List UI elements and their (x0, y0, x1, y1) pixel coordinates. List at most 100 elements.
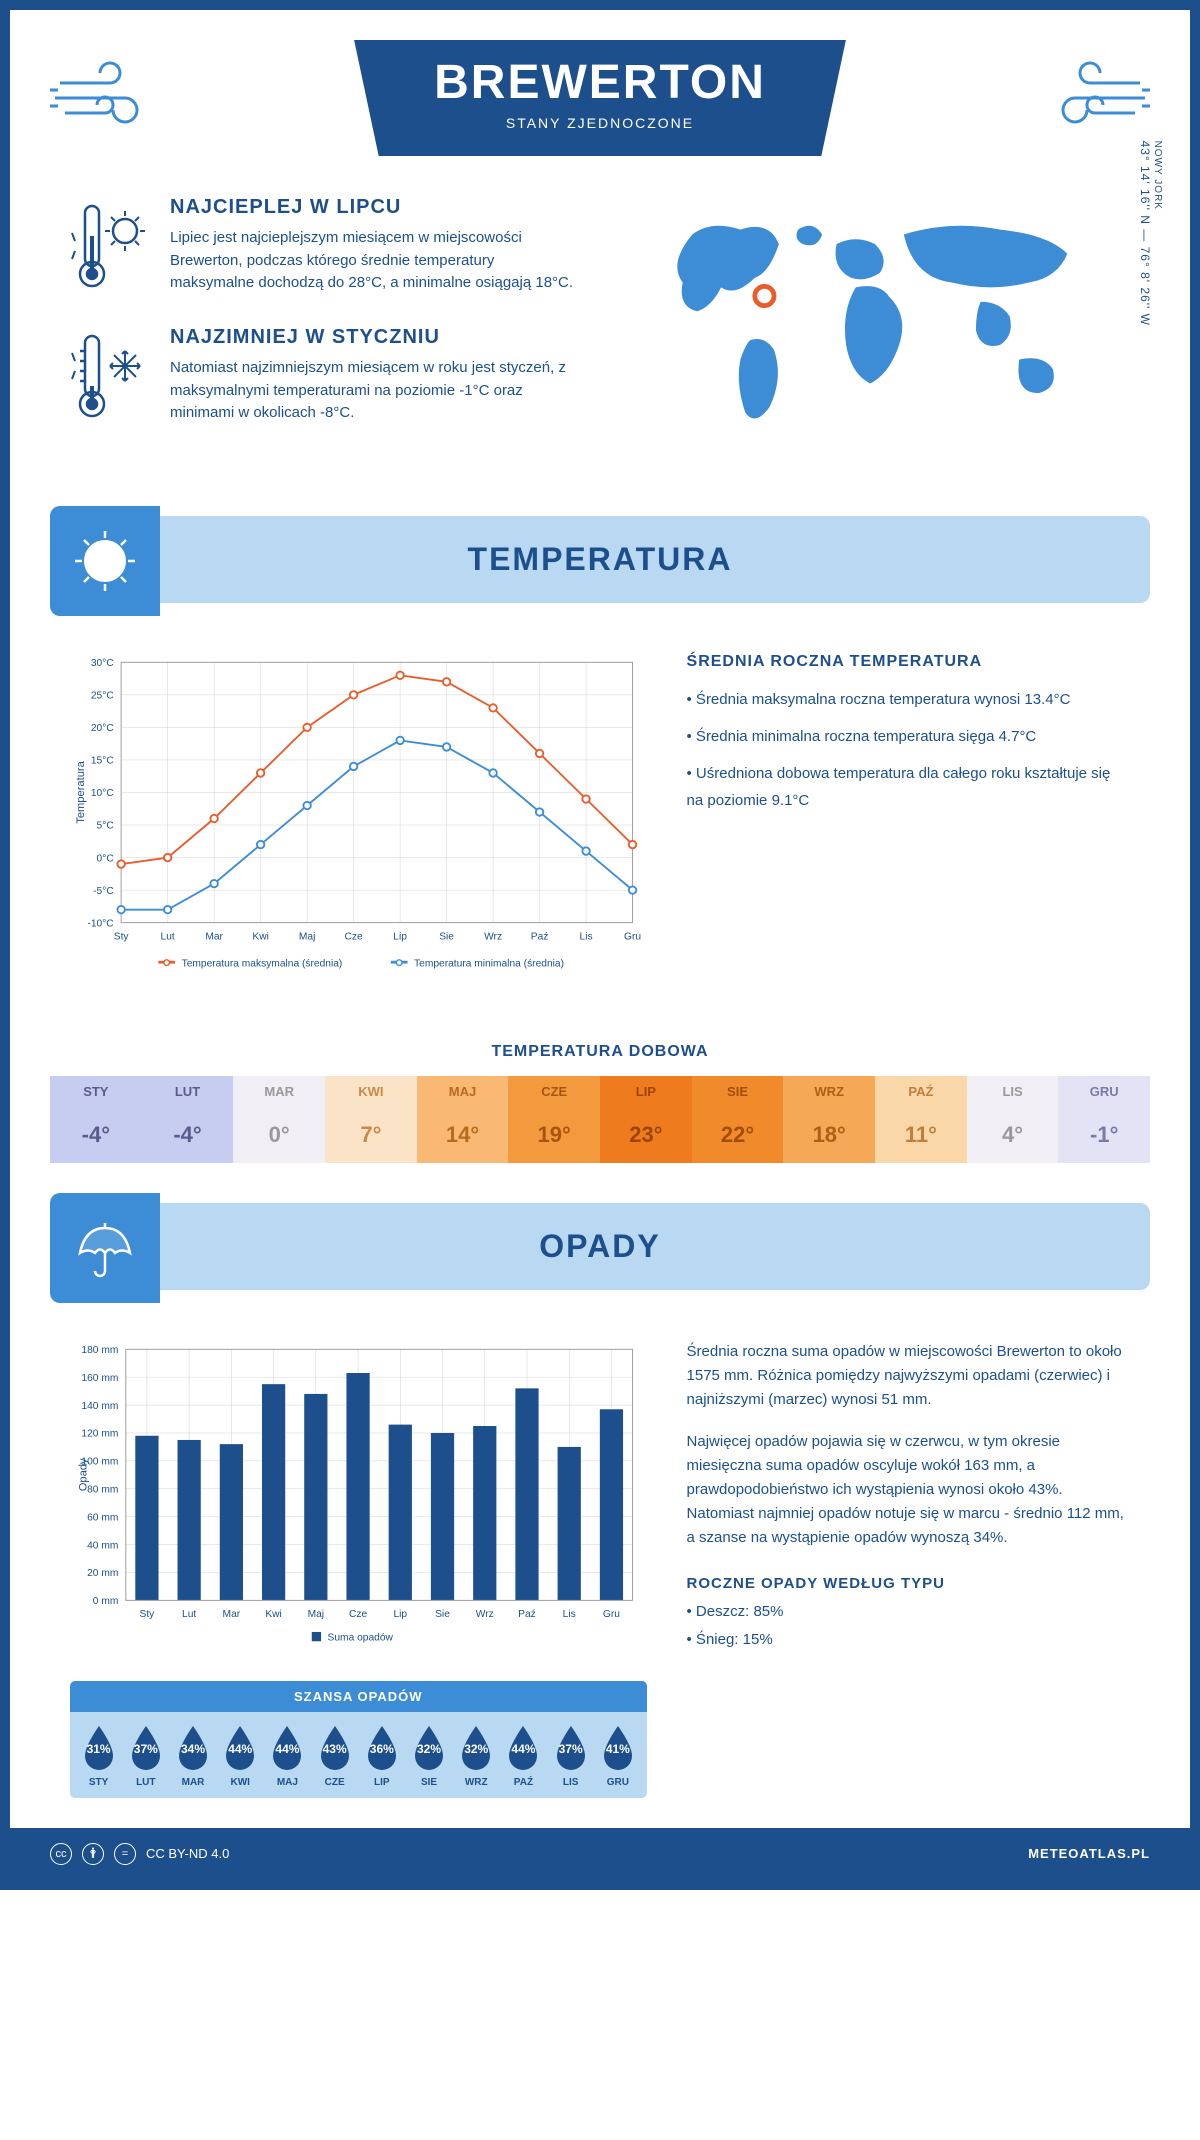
svg-text:Cze: Cze (349, 1609, 367, 1620)
svg-text:Paź: Paź (531, 931, 549, 942)
daily-value: 7° (325, 1107, 417, 1163)
chance-cell: 36% LIP (358, 1722, 405, 1788)
location-title: BREWERTON (434, 55, 766, 110)
daily-month: GRU (1058, 1076, 1150, 1107)
raindrop-icon: 34% (173, 1722, 213, 1772)
precipitation-title: OPADY (75, 1228, 1125, 1265)
chance-value: 44% (228, 1742, 252, 1756)
chance-month: SIE (405, 1777, 452, 1788)
svg-text:Lis: Lis (563, 1609, 576, 1620)
daily-temp-cell: WRZ 18° (783, 1076, 875, 1163)
temp-info-bullet: • Średnia minimalna roczna temperatura s… (687, 723, 1130, 750)
chance-value: 44% (275, 1742, 299, 1756)
daily-temp-cell: CZE 19° (508, 1076, 600, 1163)
daily-month: KWI (325, 1076, 417, 1107)
chance-month: LUT (122, 1777, 169, 1788)
svg-text:Gru: Gru (603, 1609, 620, 1620)
svg-text:Gru: Gru (624, 931, 641, 942)
svg-text:Sty: Sty (140, 1609, 156, 1620)
map-container: NOWY JORK 43° 14' 16'' N — 76° 8' 26'' W (620, 196, 1130, 456)
svg-text:140 mm: 140 mm (81, 1401, 118, 1412)
raindrop-icon: 37% (126, 1722, 166, 1772)
chance-value: 37% (134, 1742, 158, 1756)
svg-text:Mar: Mar (223, 1609, 241, 1620)
temperature-content: -10°C-5°C0°C5°C10°C15°C20°C25°C30°CStyLu… (10, 623, 1190, 1023)
svg-text:-10°C: -10°C (87, 918, 113, 929)
chance-value: 32% (464, 1742, 488, 1756)
raindrop-icon: 44% (267, 1722, 307, 1772)
daily-value: -1° (1058, 1107, 1150, 1163)
svg-text:30°C: 30°C (91, 658, 114, 669)
chance-month: GRU (594, 1777, 641, 1788)
svg-text:10°C: 10°C (91, 788, 114, 799)
svg-text:15°C: 15°C (91, 756, 114, 767)
svg-text:Lut: Lut (161, 931, 175, 942)
precip-p1: Średnia roczna suma opadów w miejscowośc… (687, 1340, 1130, 1412)
intro-section: NAJCIEPLEJ W LIPCU Lipiec jest najcieple… (10, 176, 1190, 496)
chance-month: STY (75, 1777, 122, 1788)
nd-icon: = (114, 1843, 136, 1865)
temperature-section-header: TEMPERATURA (50, 516, 1150, 603)
chance-cell: 32% SIE (405, 1722, 452, 1788)
svg-text:60 mm: 60 mm (87, 1512, 118, 1523)
daily-value: 0° (233, 1107, 325, 1163)
location-subtitle: STANY ZJEDNOCZONE (434, 115, 766, 131)
world-map (620, 196, 1130, 446)
svg-text:80 mm: 80 mm (87, 1484, 118, 1495)
svg-text:25°C: 25°C (91, 691, 114, 702)
chance-value: 43% (323, 1742, 347, 1756)
coordinates: NOWY JORK 43° 14' 16'' N — 76° 8' 26'' W (1138, 141, 1163, 326)
wind-icon-right (1030, 58, 1150, 138)
daily-month: STY (50, 1076, 142, 1107)
daily-value: 22° (692, 1107, 784, 1163)
daily-temp-cell: STY -4° (50, 1076, 142, 1163)
daily-month: LUT (142, 1076, 234, 1107)
thermometer-hot-icon (70, 196, 150, 296)
chance-value: 44% (511, 1742, 535, 1756)
svg-text:Cze: Cze (345, 931, 363, 942)
temp-info-title: ŚREDNIA ROCZNA TEMPERATURA (687, 653, 1130, 671)
daily-month: MAR (233, 1076, 325, 1107)
precip-type-bullet: • Śnieg: 15% (687, 1628, 1130, 1652)
daily-temp-cell: MAR 0° (233, 1076, 325, 1163)
precip-by-type-title: ROCZNE OPADY WEDŁUG TYPU (687, 1575, 1130, 1592)
chance-month: LIP (358, 1777, 405, 1788)
coldest-block: NAJZIMNIEJ W STYCZNIU Natomiast najzimni… (70, 326, 580, 426)
daily-value: -4° (50, 1107, 142, 1163)
svg-text:Maj: Maj (299, 931, 315, 942)
svg-text:Wrz: Wrz (476, 1609, 494, 1620)
temp-info-bullet: • Uśredniona dobowa temperatura dla całe… (687, 760, 1130, 814)
precipitation-section-header: OPADY (50, 1203, 1150, 1290)
daily-month: MAJ (417, 1076, 509, 1107)
svg-text:Kwi: Kwi (252, 931, 268, 942)
raindrop-icon: 44% (220, 1722, 260, 1772)
daily-temp-cell: MAJ 14° (417, 1076, 509, 1163)
svg-text:Mar: Mar (205, 931, 223, 942)
raindrop-icon: 41% (598, 1722, 638, 1772)
chance-cell: 37% LUT (122, 1722, 169, 1788)
svg-text:Temperatura minimalna (średnia: Temperatura minimalna (średnia) (414, 958, 564, 969)
svg-text:Maj: Maj (308, 1609, 324, 1620)
chance-cell: 44% KWI (217, 1722, 264, 1788)
svg-text:Opady: Opady (78, 1458, 90, 1491)
chance-cell: 34% MAR (169, 1722, 216, 1788)
chance-value: 37% (559, 1742, 583, 1756)
chance-month: MAR (169, 1777, 216, 1788)
thermometer-cold-icon (70, 326, 150, 426)
warmest-text: Lipiec jest najcieplejszym miesiącem w m… (170, 227, 580, 295)
raindrop-icon: 36% (362, 1722, 402, 1772)
daily-value: 14° (417, 1107, 509, 1163)
chance-value: 34% (181, 1742, 205, 1756)
chance-cell: 44% PAŹ (500, 1722, 547, 1788)
raindrop-icon: 32% (409, 1722, 449, 1772)
svg-text:Sie: Sie (435, 1609, 450, 1620)
svg-text:20°C: 20°C (91, 723, 114, 734)
daily-temp-cell: SIE 22° (692, 1076, 784, 1163)
chance-cell: 41% GRU (594, 1722, 641, 1788)
daily-temp-cell: LUT -4° (142, 1076, 234, 1163)
cc-icon: cc (50, 1843, 72, 1865)
daily-value: 19° (508, 1107, 600, 1163)
chance-cell: 44% MAJ (264, 1722, 311, 1788)
chance-cell: 32% WRZ (453, 1722, 500, 1788)
temperature-chart: -10°C-5°C0°C5°C10°C15°C20°C25°C30°CStyLu… (70, 653, 647, 993)
